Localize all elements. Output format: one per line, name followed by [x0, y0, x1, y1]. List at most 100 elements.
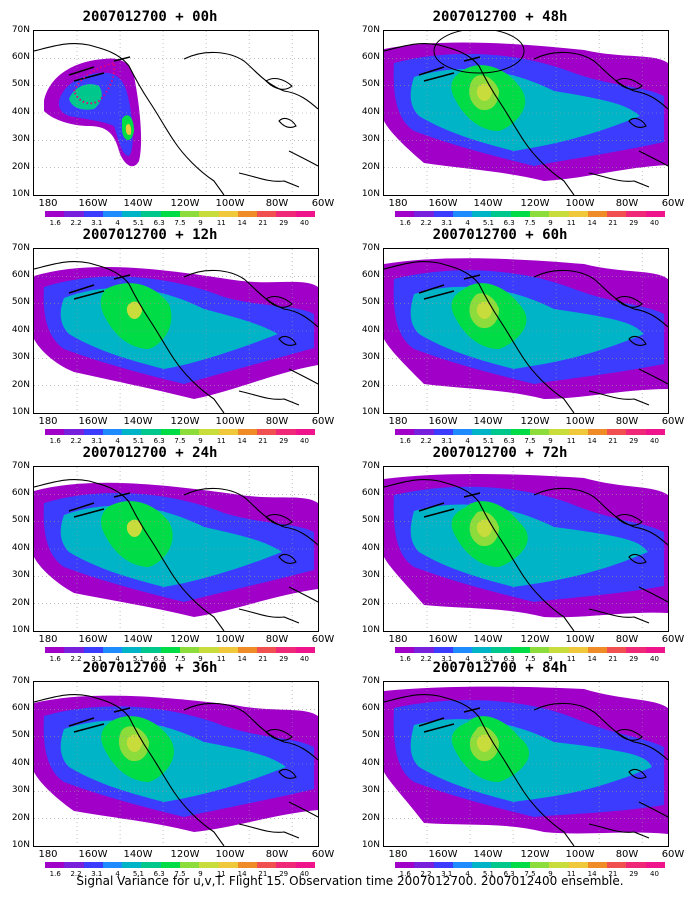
- colorbar-swatch: [549, 211, 569, 217]
- coastline: [384, 478, 575, 631]
- colorbar-tick-label: 21: [608, 437, 618, 445]
- map-svg: [384, 249, 668, 413]
- lon-label: 180: [38, 634, 58, 645]
- coastline: [238, 823, 300, 839]
- colorbar-tick-label: 3.1: [91, 219, 103, 227]
- colorbar-tick-label: 14: [587, 870, 597, 878]
- coastline: [183, 51, 318, 110]
- colorbar-swatch: [491, 429, 511, 435]
- colorbar-swatch: [141, 211, 161, 217]
- colorbar-swatch: [45, 647, 65, 653]
- lon-label: 100W: [215, 634, 245, 645]
- colorbar-tick-label: 6.3: [153, 437, 165, 445]
- lon-label: 120W: [170, 634, 200, 645]
- colorbar-swatch: [510, 211, 530, 217]
- colorbar-swatch: [102, 429, 123, 435]
- colorbar-swatch: [433, 647, 453, 653]
- lat-label: 30N: [11, 352, 30, 362]
- coastline: [183, 702, 318, 761]
- colorbar-tick-label: 2.2: [420, 870, 432, 878]
- lat-label: 70N: [11, 243, 30, 253]
- lat-label: 30N: [361, 785, 380, 795]
- coastline: [615, 77, 643, 90]
- lon-label: 180: [388, 198, 408, 209]
- colorbar-tick-label: 5.1: [482, 655, 494, 663]
- lat-label: 60N: [11, 703, 30, 713]
- colorbar-tick-label: 21: [258, 219, 268, 227]
- colorbar-swatch: [626, 429, 646, 435]
- colorbar-swatch: [549, 429, 569, 435]
- lon-label: 120W: [520, 198, 550, 209]
- lon-label: 100W: [215, 198, 245, 209]
- colorbar-swatch: [414, 862, 434, 868]
- colorbar-swatch: [160, 429, 180, 435]
- colorbar-swatch: [141, 647, 161, 653]
- lat-label: 50N: [11, 79, 30, 89]
- coastline: [34, 260, 225, 413]
- colorbar-tick-label: 14: [237, 870, 247, 878]
- lon-label: 160W: [428, 198, 458, 209]
- colorbar-tick-label: 2.2: [420, 437, 432, 445]
- colorbar-labels: 1.6 2.2 3.1 4 5.1 6.3 7.5 9 11 14 21 29 40: [45, 870, 315, 880]
- colorbar-labels: 1.6 2.2 3.1 4 5.1 6.3 7.5 9 11 14 21 29 40: [395, 655, 665, 665]
- colorbar-swatch: [179, 862, 200, 868]
- colorbar-swatch: [452, 862, 473, 868]
- coastline: [533, 269, 668, 328]
- lon-label: 80W: [615, 634, 639, 645]
- colorbar-tick-label: 3.1: [441, 219, 453, 227]
- colorbar-swatch: [607, 647, 627, 653]
- lon-label: 80W: [615, 198, 639, 209]
- colorbar-swatch: [237, 647, 258, 653]
- colorbar-swatch: [395, 647, 415, 653]
- lat-label: 10N: [11, 407, 30, 417]
- colorbar-tick-label: 6.3: [153, 655, 165, 663]
- colorbar-swatch: [237, 862, 258, 868]
- aleutian-islands: [68, 274, 131, 300]
- lat-label: 70N: [361, 243, 380, 253]
- coastline: [628, 335, 647, 346]
- coastline: [288, 150, 318, 167]
- variance-contour: [126, 301, 142, 319]
- lon-label: 60W: [311, 849, 335, 860]
- colorbar-tick-label: 11: [216, 870, 226, 878]
- colorbar-tick-label: 7.5: [524, 219, 536, 227]
- colorbar-swatch: [257, 429, 277, 435]
- colorbar-tick-label: 2.2: [70, 437, 82, 445]
- lat-label: 50N: [11, 297, 30, 307]
- colorbar-tick-label: 4: [115, 219, 120, 227]
- variance-contour: [476, 734, 492, 752]
- colorbar: [45, 211, 315, 217]
- colorbar-tick-label: 2.2: [70, 219, 82, 227]
- coastline: [34, 42, 225, 195]
- colorbar-swatch: [645, 211, 665, 217]
- colorbar-swatch: [452, 647, 473, 653]
- lon-label: 160W: [78, 634, 108, 645]
- map-panel: 2007012700 + 60h 70N 60N 50N 40N 30N 20N 10N 180…: [350, 226, 685, 445]
- colorbar-swatch: [199, 647, 219, 653]
- lat-label: 60N: [11, 270, 30, 280]
- colorbar-tick-label: 40: [650, 437, 659, 445]
- colorbar-swatch: [218, 862, 238, 868]
- colorbar-tick-label: 29: [279, 437, 289, 445]
- colorbar-tick-label: 1.6: [49, 870, 61, 878]
- colorbar: [45, 647, 315, 653]
- lat-label: 20N: [11, 598, 30, 608]
- colorbar-tick-label: 4: [115, 655, 120, 663]
- coastline: [615, 295, 643, 308]
- map-area: [33, 30, 319, 196]
- map-area: [33, 248, 319, 414]
- variance-contour: [476, 519, 492, 537]
- lat-label: 40N: [11, 325, 30, 335]
- coastline: [638, 368, 668, 385]
- colorbar-swatch: [160, 862, 180, 868]
- coastline: [265, 513, 293, 526]
- colorbar-tick-label: 14: [237, 437, 247, 445]
- colorbar-swatch: [257, 862, 277, 868]
- lon-label: 60W: [661, 416, 685, 427]
- map-svg: [384, 467, 668, 631]
- colorbar-swatch: [607, 211, 627, 217]
- lat-label: 10N: [361, 189, 380, 199]
- colorbar-tick-label: 5.1: [482, 870, 494, 878]
- colorbar-tick-label: 3.1: [441, 437, 453, 445]
- map-area: [383, 681, 669, 847]
